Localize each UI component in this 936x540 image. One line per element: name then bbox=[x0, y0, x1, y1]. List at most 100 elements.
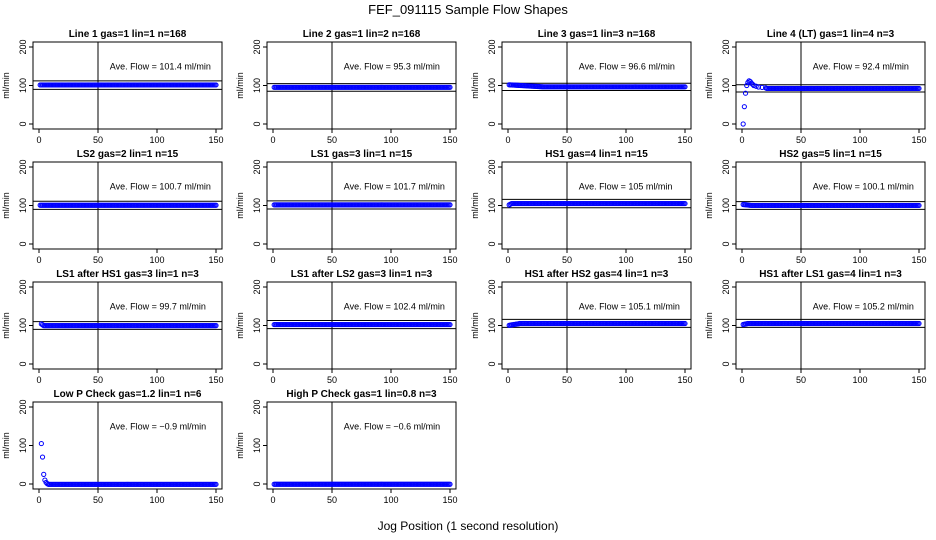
x-tick-label: 100 bbox=[618, 135, 633, 145]
panel-11: HS1 after HS2 gas=4 lin=1 n=3 0 50 100 150 0 1… bbox=[470, 269, 693, 385]
x-tick-label: 100 bbox=[149, 495, 164, 505]
x-tick-label: 50 bbox=[93, 495, 103, 505]
y-tick-label: 200 bbox=[487, 159, 497, 174]
x-tick-label: 100 bbox=[852, 255, 867, 265]
data-points bbox=[37, 82, 219, 88]
x-tick-label: 0 bbox=[36, 255, 41, 265]
x-tick-label: 50 bbox=[93, 255, 103, 265]
data-points bbox=[271, 202, 453, 208]
y-tick-label: 0 bbox=[487, 361, 497, 366]
x-tick-label: 150 bbox=[911, 255, 926, 265]
panel-4: Line 4 (LT) gas=1 lin=4 n=3 0 50 100 150 0 100… bbox=[704, 29, 927, 145]
data-point bbox=[742, 90, 749, 96]
data-points bbox=[740, 201, 922, 209]
x-tick-label: 150 bbox=[208, 375, 223, 385]
figure-xlabel: Jog Position (1 second resolution) bbox=[377, 519, 559, 533]
data-point bbox=[682, 84, 688, 90]
x-tick-label: 50 bbox=[93, 375, 103, 385]
x-tick-label: 150 bbox=[208, 255, 223, 265]
y-tick-label: 200 bbox=[18, 279, 28, 294]
x-tick-label: 0 bbox=[270, 495, 275, 505]
average-annotation: Ave. Flow = 92.4 ml/min bbox=[813, 61, 909, 71]
y-tick-label: 0 bbox=[18, 361, 28, 366]
panel-8: HS2 gas=5 lin=1 n=15 0 50 100 150 0 100 200 ml/m… bbox=[704, 149, 927, 265]
data-point bbox=[682, 200, 688, 207]
average-annotation: Ave. Flow = 101.4 ml/min bbox=[110, 61, 211, 71]
panel-title: Line 1 gas=1 lin=1 n=168 bbox=[69, 29, 187, 40]
x-tick-label: 150 bbox=[442, 255, 457, 265]
data-point bbox=[741, 104, 747, 110]
y-tick-label: 200 bbox=[721, 279, 731, 294]
panel-9: LS1 after HS1 gas=3 lin=1 n=3 0 50 100 150 0 1… bbox=[1, 269, 224, 385]
x-tick-label: 150 bbox=[911, 375, 926, 385]
panel-5: LS2 gas=2 lin=1 n=15 0 50 100 150 0 100 200 ml/m… bbox=[1, 149, 224, 265]
y-axis-label: ml/min bbox=[1, 432, 11, 459]
panel-title: LS2 gas=2 lin=1 n=15 bbox=[77, 149, 179, 160]
data-point bbox=[447, 321, 453, 328]
y-tick-label: 200 bbox=[252, 399, 262, 414]
average-annotation: Ave. Flow = 105 ml/min bbox=[579, 181, 673, 191]
data-points bbox=[506, 320, 688, 328]
x-tick-label: 100 bbox=[383, 135, 398, 145]
x-tick-label: 50 bbox=[327, 255, 337, 265]
x-tick-label: 50 bbox=[562, 375, 572, 385]
x-tick-label: 0 bbox=[739, 255, 744, 265]
y-axis-label: ml/min bbox=[470, 72, 480, 99]
y-tick-label: 100 bbox=[18, 78, 28, 93]
average-annotation: Ave. Flow = 101.7 ml/min bbox=[344, 181, 445, 191]
data-point bbox=[213, 323, 219, 329]
y-tick-label: 100 bbox=[252, 198, 262, 213]
data-points bbox=[38, 321, 219, 329]
y-tick-label: 100 bbox=[252, 438, 262, 453]
data-point bbox=[41, 471, 47, 477]
x-tick-label: 0 bbox=[505, 255, 510, 265]
data-points bbox=[740, 320, 922, 328]
panel-6: LS1 gas=3 lin=1 n=15 0 50 100 150 0 100 200 ml/m… bbox=[235, 149, 458, 265]
y-axis-label: ml/min bbox=[1, 312, 11, 339]
y-tick-label: 100 bbox=[18, 318, 28, 333]
plot-frame bbox=[266, 401, 457, 490]
panel-title: HS1 gas=4 lin=1 n=15 bbox=[545, 149, 648, 160]
panel-title: LS1 gas=3 lin=1 n=15 bbox=[311, 149, 413, 160]
average-annotation: Ave. Flow = −0.9 ml/min bbox=[110, 421, 206, 431]
figure-title: FEF_091115 Sample Flow Shapes bbox=[368, 2, 568, 17]
x-tick-label: 0 bbox=[505, 375, 510, 385]
y-axis-label: ml/min bbox=[235, 312, 245, 339]
x-tick-label: 100 bbox=[149, 255, 164, 265]
x-tick-label: 100 bbox=[383, 255, 398, 265]
y-tick-label: 200 bbox=[252, 279, 262, 294]
plot-frame bbox=[735, 41, 926, 130]
y-tick-label: 200 bbox=[18, 39, 28, 54]
x-tick-label: 50 bbox=[796, 375, 806, 385]
data-points bbox=[271, 321, 453, 328]
y-axis-label: ml/min bbox=[470, 312, 480, 339]
data-point bbox=[759, 84, 765, 91]
y-axis-label: ml/min bbox=[235, 192, 245, 219]
data-point bbox=[447, 84, 453, 90]
x-tick-label: 0 bbox=[270, 255, 275, 265]
y-axis-label: ml/min bbox=[704, 72, 714, 99]
data-points bbox=[506, 82, 688, 90]
y-tick-label: 100 bbox=[252, 78, 262, 93]
y-tick-label: 200 bbox=[721, 159, 731, 174]
x-tick-label: 0 bbox=[739, 135, 744, 145]
x-tick-label: 0 bbox=[36, 375, 41, 385]
data-point bbox=[744, 82, 750, 89]
average-annotation: Ave. Flow = 95.3 ml/min bbox=[344, 61, 440, 71]
panel-7: HS1 gas=4 lin=1 n=15 0 50 100 150 0 100 200 ml/m… bbox=[470, 149, 693, 265]
average-annotation: Ave. Flow = 96.6 ml/min bbox=[579, 61, 675, 71]
data-point bbox=[447, 481, 453, 487]
y-tick-label: 200 bbox=[487, 279, 497, 294]
x-tick-label: 150 bbox=[677, 255, 692, 265]
y-tick-label: 100 bbox=[18, 438, 28, 453]
y-tick-label: 100 bbox=[252, 318, 262, 333]
plot-frame bbox=[32, 401, 223, 490]
y-tick-label: 100 bbox=[721, 198, 731, 213]
x-tick-label: 150 bbox=[911, 135, 926, 145]
y-tick-label: 0 bbox=[721, 241, 731, 246]
panel-title: Line 4 (LT) gas=1 lin=4 n=3 bbox=[767, 29, 895, 40]
x-tick-label: 50 bbox=[93, 135, 103, 145]
x-tick-label: 50 bbox=[562, 255, 572, 265]
y-tick-label: 0 bbox=[252, 121, 262, 126]
